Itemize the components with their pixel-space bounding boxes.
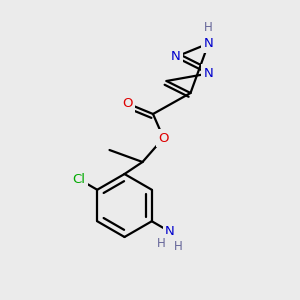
Text: H: H [157, 237, 166, 250]
Text: N: N [171, 50, 180, 64]
Text: N: N [165, 225, 175, 238]
Text: Cl: Cl [73, 173, 85, 186]
Text: H: H [174, 240, 183, 253]
Text: H: H [204, 21, 213, 34]
Text: N: N [204, 37, 213, 50]
Text: O: O [158, 131, 169, 145]
Text: N: N [204, 67, 213, 80]
Text: O: O [122, 97, 133, 110]
